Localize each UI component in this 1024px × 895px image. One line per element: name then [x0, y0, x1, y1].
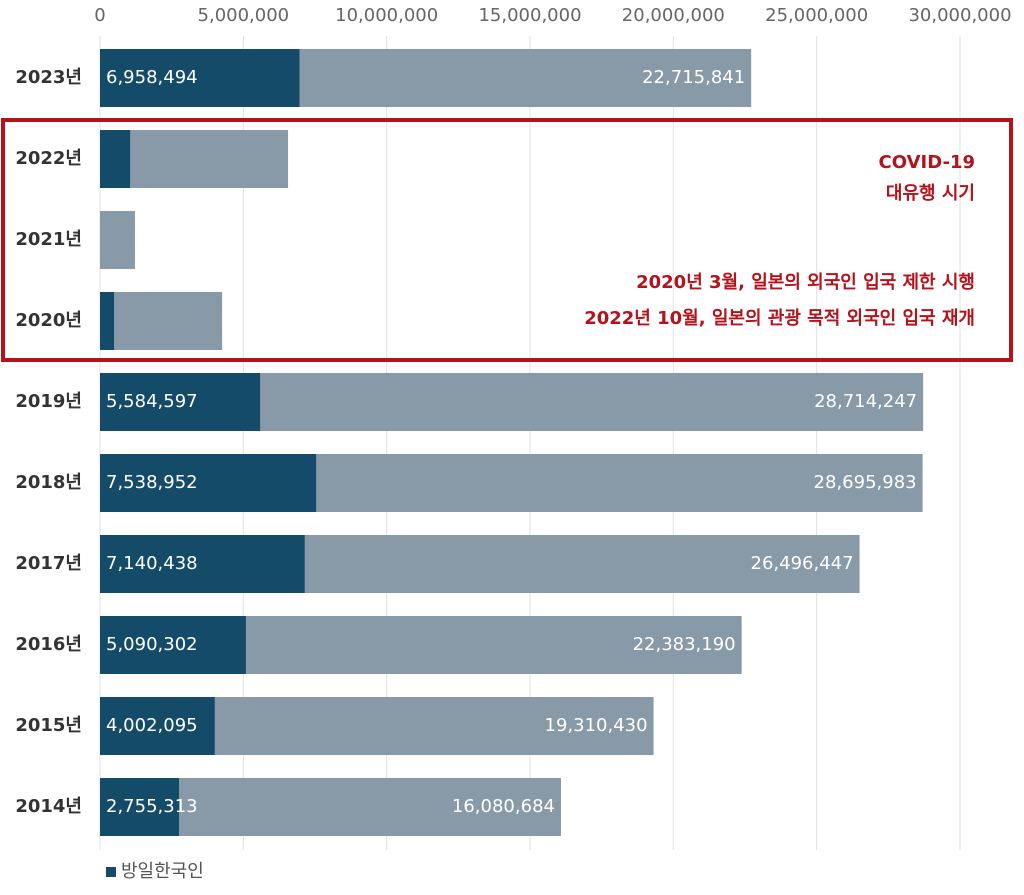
- y-tick-label: 2018년: [15, 472, 82, 493]
- x-tick-label: 5,000,000: [198, 5, 290, 26]
- highlight-box: [1, 118, 1013, 362]
- x-tick-label: 10,000,000: [335, 5, 438, 26]
- legend-swatch: [106, 867, 116, 877]
- value-label: 22,715,841: [642, 67, 745, 88]
- value-label: 5,584,597: [106, 391, 198, 412]
- bar: [100, 616, 246, 674]
- bar: [100, 292, 115, 350]
- x-tick-label: 25,000,000: [765, 5, 868, 26]
- x-tick-label: 30,000,000: [908, 5, 1011, 26]
- bar: [100, 292, 223, 350]
- bar: [100, 778, 179, 836]
- value-label: 28,695,983: [814, 472, 917, 493]
- value-label: 2,755,313: [106, 796, 198, 817]
- y-tick-label: 2021년: [15, 229, 82, 250]
- x-tick-label: 0: [94, 5, 105, 26]
- bar: [100, 130, 131, 188]
- bar: [100, 535, 305, 593]
- x-tick-label: 15,000,000: [478, 5, 581, 26]
- bar: [100, 211, 135, 269]
- bar: [100, 697, 215, 755]
- x-tick-label: 20,000,000: [622, 5, 725, 26]
- annotation: COVID-19: [879, 152, 975, 173]
- y-tick-label: 2014년: [15, 796, 82, 817]
- value-label: 28,714,247: [814, 391, 917, 412]
- value-label: 5,090,302: [106, 634, 198, 655]
- y-tick-label: 2020년: [15, 310, 82, 331]
- value-label: 7,538,952: [106, 472, 198, 493]
- value-label: 16,080,684: [452, 796, 555, 817]
- bar: [100, 373, 261, 431]
- value-label: 4,002,095: [106, 715, 198, 736]
- y-tick-label: 2019년: [15, 391, 82, 412]
- annotation: 2022년 10월, 일본의 관광 목적 외국인 입국 재개: [584, 307, 975, 329]
- y-tick-label: 2022년: [15, 148, 82, 169]
- bar: [100, 49, 300, 107]
- value-label: 22,383,190: [633, 634, 736, 655]
- bar: [100, 130, 289, 188]
- value-label: 7,140,438: [106, 553, 198, 574]
- y-tick-label: 2023년: [15, 67, 82, 88]
- value-label: 19,310,430: [545, 715, 648, 736]
- legend-label: 방일한국인: [121, 861, 204, 882]
- annotation: 2020년 3월, 일본의 외국인 입국 제한 시행: [636, 271, 975, 293]
- annotation: 대유행 시기: [886, 183, 975, 204]
- bar: [100, 454, 317, 512]
- value-label: 26,496,447: [751, 553, 854, 574]
- y-tick-label: 2016년: [15, 634, 82, 655]
- y-tick-label: 2015년: [15, 715, 82, 736]
- value-label: 6,958,494: [106, 67, 198, 88]
- y-tick-label: 2017년: [15, 553, 82, 574]
